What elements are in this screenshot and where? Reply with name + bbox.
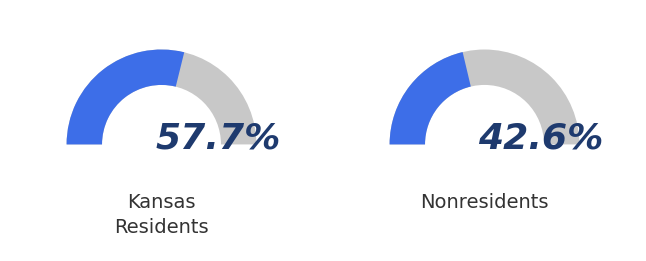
Text: 42.6%: 42.6% [478, 121, 603, 155]
Wedge shape [390, 50, 579, 144]
Text: 57.7%: 57.7% [155, 121, 280, 155]
Text: Nonresidents: Nonresidents [421, 193, 548, 211]
Wedge shape [67, 50, 184, 144]
Text: Kansas
Residents: Kansas Residents [114, 193, 209, 236]
Wedge shape [67, 50, 256, 144]
Wedge shape [390, 52, 471, 144]
